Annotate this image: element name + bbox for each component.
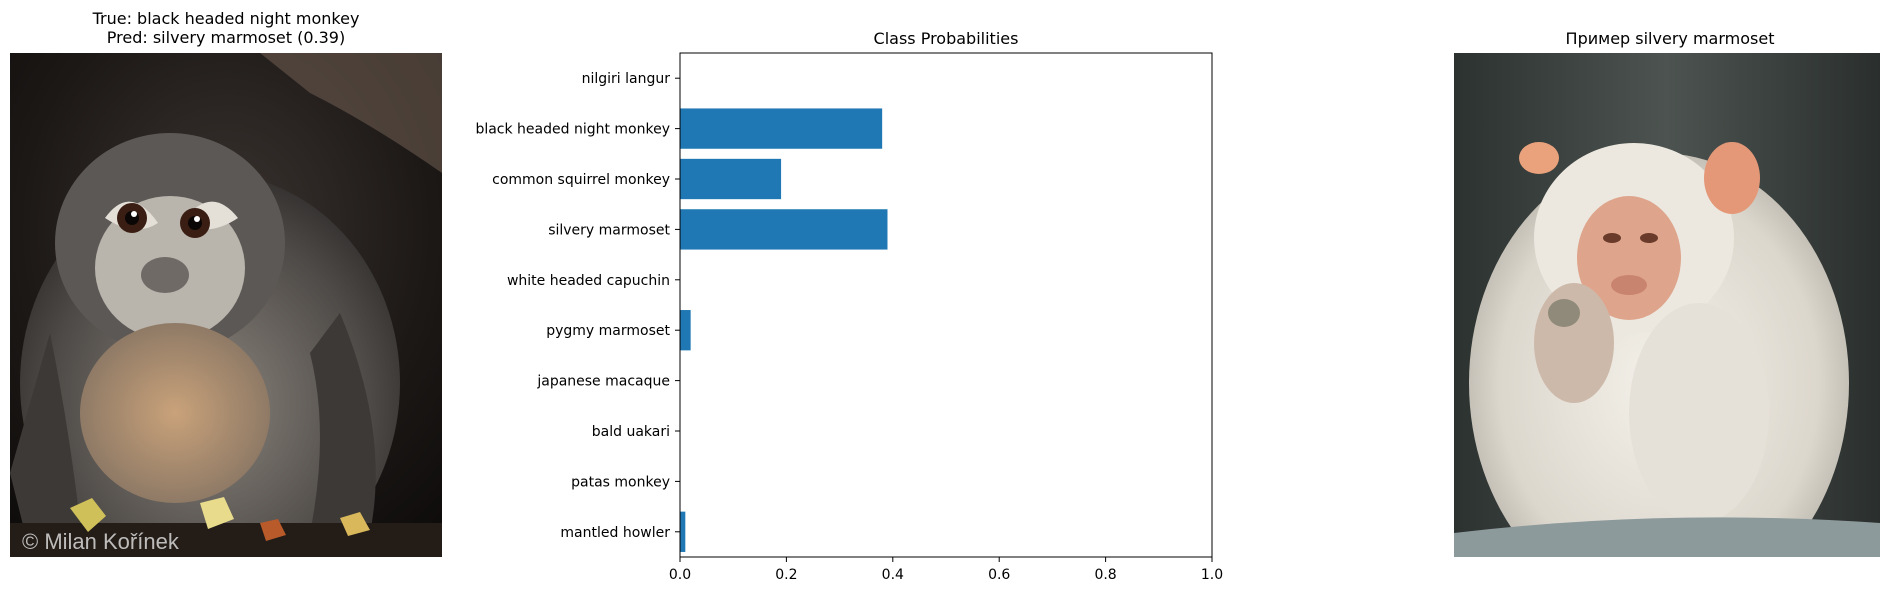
x-axis-ticks: 0.0 0.2 0.4 0.6 0.8 1.0	[669, 557, 1223, 583]
bar-group	[680, 108, 888, 552]
example-marmoset-photo	[1454, 53, 1880, 557]
y-tick-label: patas monkey	[571, 474, 670, 490]
bar-mantled-howler	[680, 511, 686, 552]
predicted-label-text: Pred: silvery marmoset (0.39)	[106, 28, 346, 47]
x-tick-label: 0.6	[988, 567, 1010, 583]
night-monkey-image: © Milan Kořínek	[10, 53, 442, 557]
silvery-marmoset-image	[1454, 53, 1880, 557]
true-label-text: True: black headed night monkey	[92, 9, 360, 28]
x-tick-label: 0.8	[1094, 567, 1116, 583]
y-tick-label: common squirrel monkey	[492, 172, 670, 188]
query-monkey-photo: © Milan Kořínek	[10, 53, 442, 557]
bar-silvery-marmoset	[680, 209, 888, 250]
y-tick-label: nilgiri langur	[582, 71, 671, 87]
bar-pygmy-marmoset	[680, 310, 691, 351]
example-image-title: Пример silvery marmoset	[1565, 29, 1775, 48]
y-tick-label: pygmy marmoset	[546, 323, 670, 339]
photo-watermark: © Milan Kořínek	[22, 529, 180, 554]
true-label-title: True: black headed night monkey Pred: si…	[10, 9, 442, 47]
plot-frame	[679, 52, 1213, 558]
y-tick-label: japanese macaque	[536, 374, 670, 390]
x-tick-label: 1.0	[1201, 567, 1223, 583]
x-tick-label: 0.4	[882, 567, 904, 583]
y-tick-label: black headed night monkey	[475, 122, 670, 138]
bar-black-headed-night-monkey	[680, 108, 883, 149]
bar-common-squirrel-monkey	[680, 158, 782, 200]
y-tick-label: white headed capuchin	[507, 273, 670, 289]
y-tick-label: silvery marmoset	[548, 222, 670, 238]
y-tick-label: bald uakari	[592, 424, 670, 440]
x-tick-label: 0.0	[669, 567, 691, 583]
y-tick-label: mantled howler	[560, 525, 670, 541]
x-tick-label: 0.2	[775, 567, 797, 583]
chart-title: Class Probabilities	[874, 29, 1019, 48]
y-axis-ticks: nilgiri langur black headed night monkey c…	[475, 71, 680, 541]
